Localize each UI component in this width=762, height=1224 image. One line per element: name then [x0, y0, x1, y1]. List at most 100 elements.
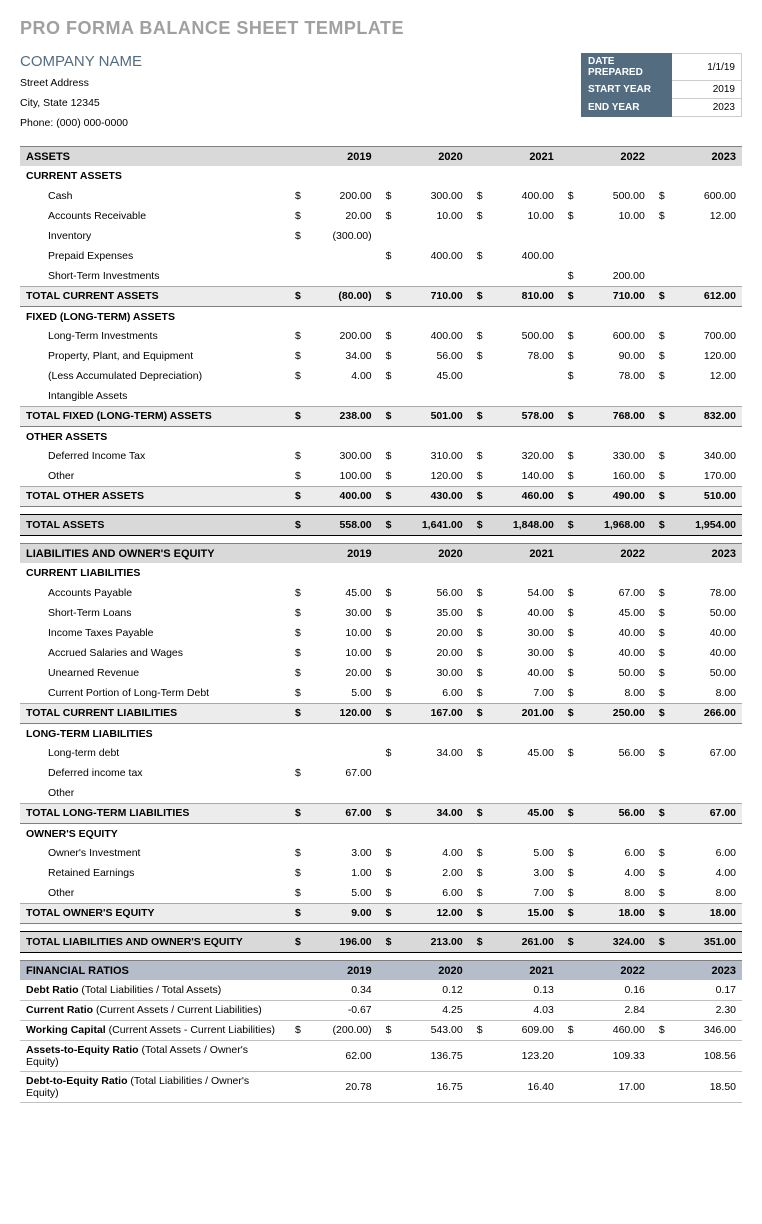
cell-value: 67.00 [580, 583, 651, 603]
ratio-value: 460.00 [580, 1020, 651, 1040]
cell-value: 213.00 [397, 931, 468, 952]
dollar-sign: $ [560, 863, 580, 883]
dollar-sign: $ [469, 466, 489, 486]
cell-value: 320.00 [489, 446, 560, 466]
dollar-sign: $ [378, 583, 398, 603]
dollar-sign: $ [469, 446, 489, 466]
cell-value: 250.00 [580, 703, 651, 723]
cell-value: 400.00 [397, 246, 468, 266]
dollar-sign [378, 306, 398, 326]
cell-value [307, 266, 378, 286]
start-year-label: START YEAR [582, 81, 672, 99]
cell-value: 78.00 [671, 583, 742, 603]
dollar-sign [560, 763, 580, 783]
street-address: Street Address [20, 74, 142, 94]
dollar-sign [469, 1000, 489, 1020]
cell-value: 67.00 [671, 803, 742, 823]
end-year-label: END YEAR [582, 99, 672, 117]
cell-value: 50.00 [671, 603, 742, 623]
year-header: 2022 [580, 960, 651, 980]
dollar-sign [651, 563, 671, 583]
dollar-sign [651, 246, 671, 266]
dollar-sign [287, 1040, 307, 1071]
ratio-value: 0.13 [489, 980, 560, 1000]
meta-table: DATE PREPARED1/1/19 START YEAR2019 END Y… [581, 53, 742, 117]
total-label: TOTAL LONG-TERM LIABILITIES [20, 803, 287, 823]
cell-value [397, 763, 468, 783]
dollar-sign [651, 1040, 671, 1071]
cell-value [671, 166, 742, 186]
dollar-sign [560, 226, 580, 246]
dollar-sign [378, 1071, 398, 1102]
cell-value: 45.00 [580, 603, 651, 623]
cell-value [671, 386, 742, 406]
section-header: ASSETS [20, 146, 287, 166]
cell-value [489, 783, 560, 803]
cell-value [580, 306, 651, 326]
section-header: LIABILITIES AND OWNER'S EQUITY [20, 543, 287, 563]
dollar-sign: $ [287, 623, 307, 643]
cell-value: 600.00 [671, 186, 742, 206]
cell-value [397, 783, 468, 803]
cell-value: 67.00 [307, 763, 378, 783]
row-label: Accounts Payable [20, 583, 287, 603]
dollar-sign: $ [560, 743, 580, 763]
dollar-sign: $ [651, 406, 671, 426]
ratio-label: Working Capital (Current Assets - Curren… [20, 1020, 287, 1040]
dollar-sign: $ [378, 663, 398, 683]
ratio-value: 4.03 [489, 1000, 560, 1020]
dollar-sign: $ [560, 366, 580, 386]
year-header: 2021 [489, 960, 560, 980]
dollar-sign [378, 823, 398, 843]
dollar-sign: $ [651, 206, 671, 226]
cell-value: 40.00 [489, 663, 560, 683]
dollar-sign: $ [469, 1020, 489, 1040]
cell-value: 330.00 [580, 446, 651, 466]
row-label: Deferred Income Tax [20, 446, 287, 466]
subsection-header: CURRENT LIABILITIES [20, 563, 287, 583]
cell-value: 18.00 [580, 903, 651, 923]
row-label: Other [20, 783, 287, 803]
cell-value [307, 823, 378, 843]
row-label: Income Taxes Payable [20, 623, 287, 643]
cell-value [489, 166, 560, 186]
cell-value [489, 306, 560, 326]
ratio-value: 0.17 [671, 980, 742, 1000]
cell-value: 1,641.00 [397, 514, 468, 535]
dollar-sign: $ [651, 931, 671, 952]
dollar-sign: $ [287, 583, 307, 603]
dollar-sign [378, 226, 398, 246]
dollar-sign: $ [287, 903, 307, 923]
cell-value [397, 723, 468, 743]
dollar-sign: $ [378, 843, 398, 863]
row-label: Accounts Receivable [20, 206, 287, 226]
dollar-sign: $ [378, 603, 398, 623]
cell-value: 54.00 [489, 583, 560, 603]
dollar-sign [651, 783, 671, 803]
dollar-sign [469, 266, 489, 286]
cell-value: 10.00 [307, 623, 378, 643]
year-header: 2019 [307, 146, 378, 166]
page-title: PRO FORMA BALANCE SHEET TEMPLATE [20, 18, 742, 39]
cell-value [307, 783, 378, 803]
cell-value [580, 166, 651, 186]
cell-value: 430.00 [397, 486, 468, 506]
cell-value: 9.00 [307, 903, 378, 923]
year-header: 2023 [671, 146, 742, 166]
dollar-sign [469, 1071, 489, 1102]
dollar-sign [560, 723, 580, 743]
cell-value: 40.00 [489, 603, 560, 623]
dollar-sign: $ [287, 1020, 307, 1040]
year-header: 2020 [397, 960, 468, 980]
dollar-sign: $ [469, 931, 489, 952]
dollar-sign [469, 980, 489, 1000]
cell-value [671, 266, 742, 286]
cell-value: 78.00 [489, 346, 560, 366]
cell-value: 40.00 [580, 643, 651, 663]
total-label: TOTAL ASSETS [20, 514, 287, 535]
cell-value: 30.00 [489, 623, 560, 643]
dollar-sign: $ [287, 286, 307, 306]
dollar-sign: $ [287, 683, 307, 703]
dollar-sign: $ [469, 743, 489, 763]
dollar-sign: $ [378, 466, 398, 486]
